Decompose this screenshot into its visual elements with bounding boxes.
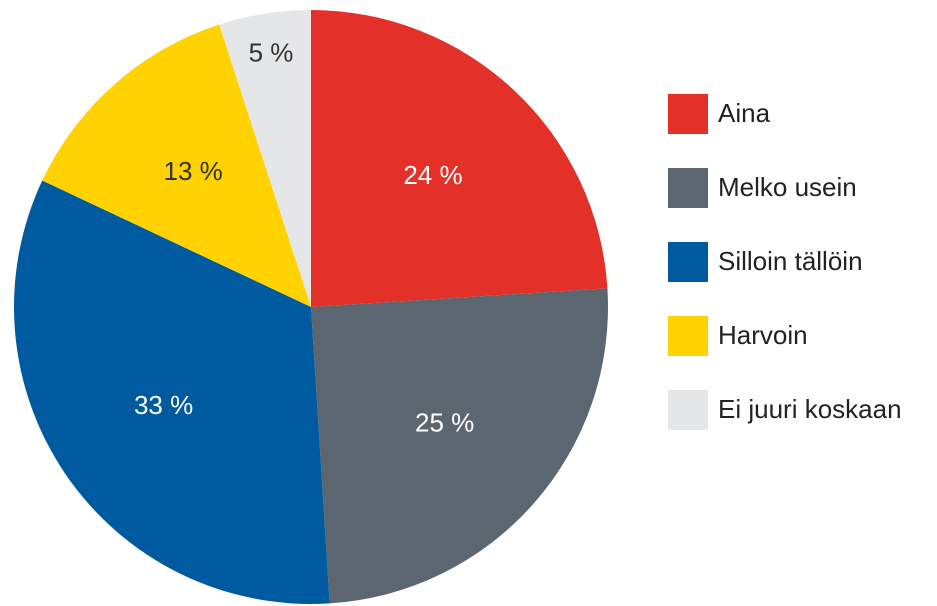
legend-label: Silloin tällöin [718,246,863,276]
slice-label: 25 % [415,408,474,438]
legend-label: Aina [718,98,771,128]
legend-swatch [668,316,708,356]
legend-swatch [668,242,708,282]
slice-label: 33 % [134,390,193,420]
pie-slice [219,10,311,307]
slice-label: 13 % [164,156,223,186]
pie-slice [13,180,330,604]
pie-slice [311,10,608,307]
legend-label: Harvoin [718,320,808,350]
slice-label: 24 % [403,160,462,190]
pie-slice [311,288,608,604]
legend-swatch [668,168,708,208]
pie-slice [42,24,312,307]
legend-label: Melko usein [718,172,857,202]
legend-swatch [668,94,708,134]
legend-swatch [668,390,708,430]
legend-label: Ei juuri koskaan [718,394,902,424]
slice-label: 5 % [249,38,294,68]
